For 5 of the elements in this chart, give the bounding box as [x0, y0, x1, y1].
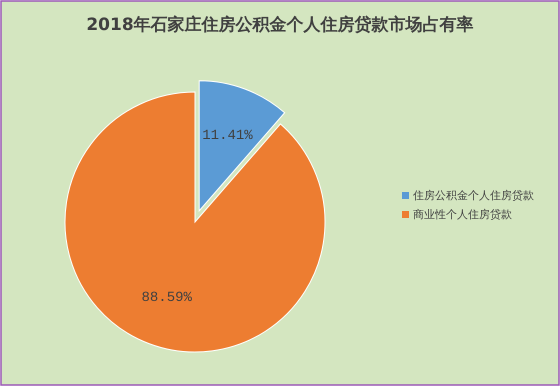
data-label: 88.59%: [142, 290, 193, 306]
legend-label: 商业性个人住房贷款: [413, 208, 512, 222]
data-label: 11.41%: [202, 128, 254, 144]
chart-title: 2018年石家庄住房公积金个人住房贷款市场占有率: [86, 15, 474, 35]
legend-label: 住房公积金个人住房贷款: [413, 189, 534, 202]
